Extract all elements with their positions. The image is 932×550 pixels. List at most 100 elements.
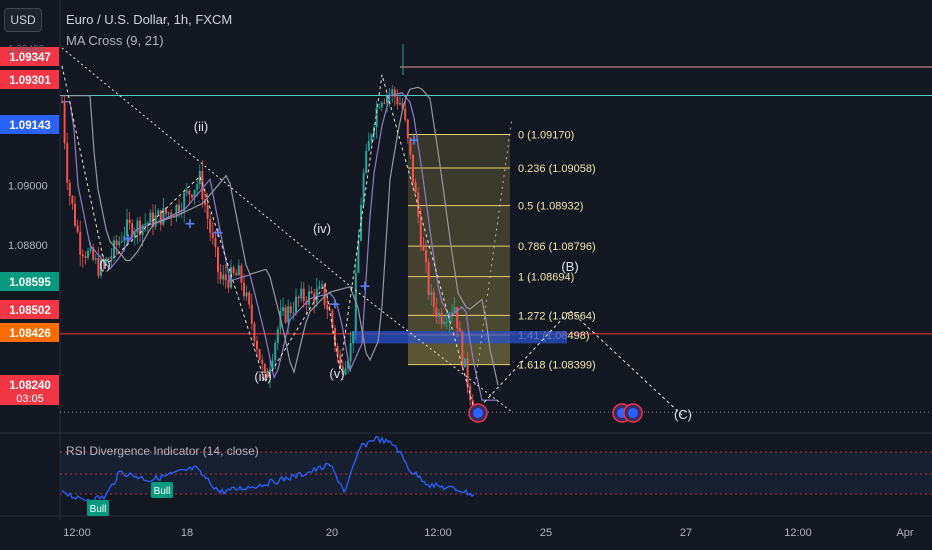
wave-label: (v) <box>329 366 344 381</box>
candle-body <box>396 96 399 105</box>
x-tick-label: Apr <box>896 527 913 539</box>
x-tick-label: 12:00 <box>424 527 452 539</box>
candle-body <box>466 358 469 387</box>
ma-cross-marker: + <box>359 279 371 295</box>
candle-body <box>453 307 456 313</box>
ma-fast-line <box>62 92 498 401</box>
fib-zone <box>408 205 510 247</box>
price-badge-label: 1.09347 <box>9 52 51 64</box>
candle-body <box>222 274 225 280</box>
candle-body <box>443 321 446 324</box>
candle-body <box>159 210 162 225</box>
fib-level-label: 0.236 (1.09058) <box>518 163 596 175</box>
candle-body <box>315 288 318 303</box>
ma-slow-line <box>62 86 499 386</box>
ma-cross-marker: + <box>212 225 224 241</box>
wave-label: (iii) <box>254 369 271 384</box>
candle-body <box>373 127 375 135</box>
candle-body <box>92 247 95 260</box>
x-tick-label: 25 <box>540 527 552 539</box>
candle-body <box>188 190 191 195</box>
candle-body <box>451 312 453 315</box>
candle-body <box>141 224 144 235</box>
candle-body <box>422 246 425 251</box>
currency-button[interactable]: USD <box>4 8 42 32</box>
candle-body <box>266 372 269 379</box>
candle-body <box>224 274 227 281</box>
candle-body <box>196 183 199 190</box>
ma-cross-legend[interactable]: MA Cross (9, 21) <box>66 33 164 48</box>
price-badge <box>0 115 59 134</box>
fib-zone <box>408 167 510 206</box>
candle-body <box>81 254 84 257</box>
candle-body <box>308 291 310 305</box>
candle-body <box>97 258 100 276</box>
candle-body <box>110 256 113 260</box>
candle-body <box>391 89 394 95</box>
price-badge <box>0 300 59 319</box>
candle-body <box>318 285 321 289</box>
candle-body <box>287 306 290 323</box>
candle-body <box>297 296 300 299</box>
candle-body <box>66 143 69 183</box>
candle-body <box>334 327 336 346</box>
fib-level-label: 1.618 (1.08399) <box>518 360 596 372</box>
candle-body <box>399 103 401 105</box>
price-badge-label: 1.08426 <box>9 328 51 340</box>
candle-body <box>71 196 74 204</box>
candle-body <box>367 140 370 151</box>
candle-body <box>349 343 352 362</box>
candle-body <box>250 304 253 324</box>
candle-body <box>131 223 134 238</box>
candle-body <box>227 280 230 288</box>
candle-body <box>292 312 295 314</box>
candle-body <box>352 331 355 344</box>
candle-body <box>274 342 277 361</box>
candle-body <box>170 212 173 217</box>
candle-body <box>84 256 87 258</box>
fib-level-label: 1 (1.08694) <box>518 272 574 284</box>
ma-cross-marker: + <box>184 216 196 232</box>
candle-body <box>310 291 313 294</box>
candle-body <box>404 108 407 120</box>
candle-body <box>68 182 71 197</box>
candle-body <box>321 284 323 286</box>
candle-body <box>365 150 368 173</box>
price-badge <box>0 323 59 342</box>
candle-body <box>445 321 448 323</box>
candle-body <box>271 360 274 370</box>
candle-body <box>133 232 136 238</box>
candle-body <box>393 89 396 97</box>
rsi-bull-signal-label: Bull <box>154 486 171 497</box>
candle-body <box>120 241 123 243</box>
rsi-bull-signal <box>151 482 173 498</box>
wave-label: (iv) <box>313 221 331 236</box>
candle-body <box>344 368 347 375</box>
candle-body <box>440 312 443 324</box>
candle-body <box>248 292 251 305</box>
candle-body <box>243 282 245 297</box>
candle-body <box>261 360 264 364</box>
candle-body <box>258 349 261 361</box>
candle-body <box>300 288 303 299</box>
trend-channel-line <box>61 47 356 291</box>
candle-body <box>94 258 97 260</box>
candle-body <box>464 358 466 368</box>
candle-body <box>341 366 344 375</box>
candle-body <box>406 119 409 139</box>
rsi-legend[interactable]: RSI Divergence Indicator (14, close) <box>66 444 259 458</box>
candle-body <box>419 216 422 247</box>
price-badge-label: 1.08502 <box>9 305 51 317</box>
candle-body <box>362 172 365 206</box>
candle-body <box>432 292 435 308</box>
candle-body <box>435 307 438 318</box>
wave-marker-icon-inner <box>628 408 638 418</box>
candle-body <box>115 240 118 246</box>
candle-body <box>326 304 329 310</box>
candle-body <box>282 307 284 312</box>
candle-body <box>63 101 66 144</box>
rsi-line <box>61 436 475 503</box>
candle-body <box>79 231 82 255</box>
candle-body <box>214 238 217 248</box>
